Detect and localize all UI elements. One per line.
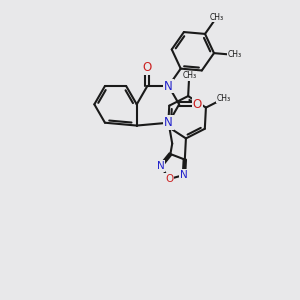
Text: N: N <box>164 80 173 92</box>
Text: CH₃: CH₃ <box>182 71 196 80</box>
Text: N: N <box>157 161 164 171</box>
Text: O: O <box>193 98 202 111</box>
Text: O: O <box>165 174 173 184</box>
Text: O: O <box>143 61 152 74</box>
Text: CH₃: CH₃ <box>217 94 231 103</box>
Text: N: N <box>180 170 188 180</box>
Text: CH₃: CH₃ <box>227 50 241 59</box>
Text: N: N <box>164 116 173 129</box>
Text: CH₃: CH₃ <box>210 13 224 22</box>
